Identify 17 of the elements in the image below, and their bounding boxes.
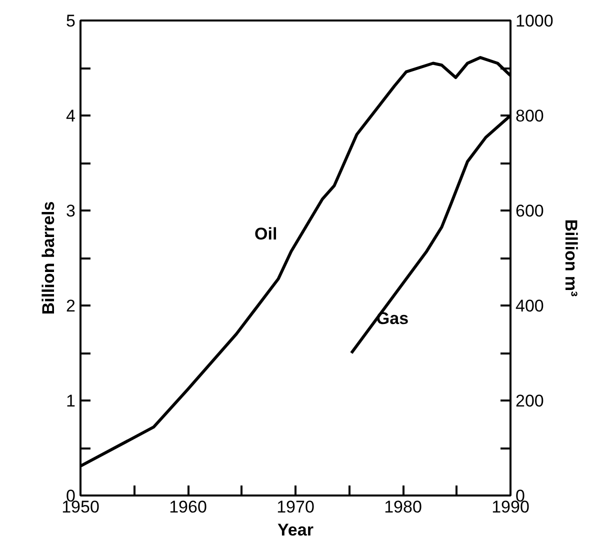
series-label: Oil <box>254 224 278 244</box>
y-tick-label: 5 <box>66 12 76 30</box>
x-axis-title: Year <box>278 520 314 540</box>
x-tick-label: 1980 <box>384 498 422 516</box>
y2-tick-label: 400 <box>516 296 544 316</box>
y2-tick-label: 600 <box>516 202 544 220</box>
y-tick-label: 3 <box>66 202 76 220</box>
y2-tick-label: 1000 <box>516 12 554 30</box>
y2-tick-label: 200 <box>516 392 544 410</box>
y2-axis-title: Billion m³ <box>561 219 580 298</box>
y-tick-label: 4 <box>66 106 76 126</box>
y-axis-title: Billion barrels <box>39 201 58 315</box>
y2-tick-label: 800 <box>516 106 544 126</box>
y-tick-label: 1 <box>66 392 76 410</box>
y-tick-label: 2 <box>66 296 76 316</box>
x-tick-label: 1970 <box>276 498 314 516</box>
x-tick-label: 1960 <box>169 498 207 516</box>
